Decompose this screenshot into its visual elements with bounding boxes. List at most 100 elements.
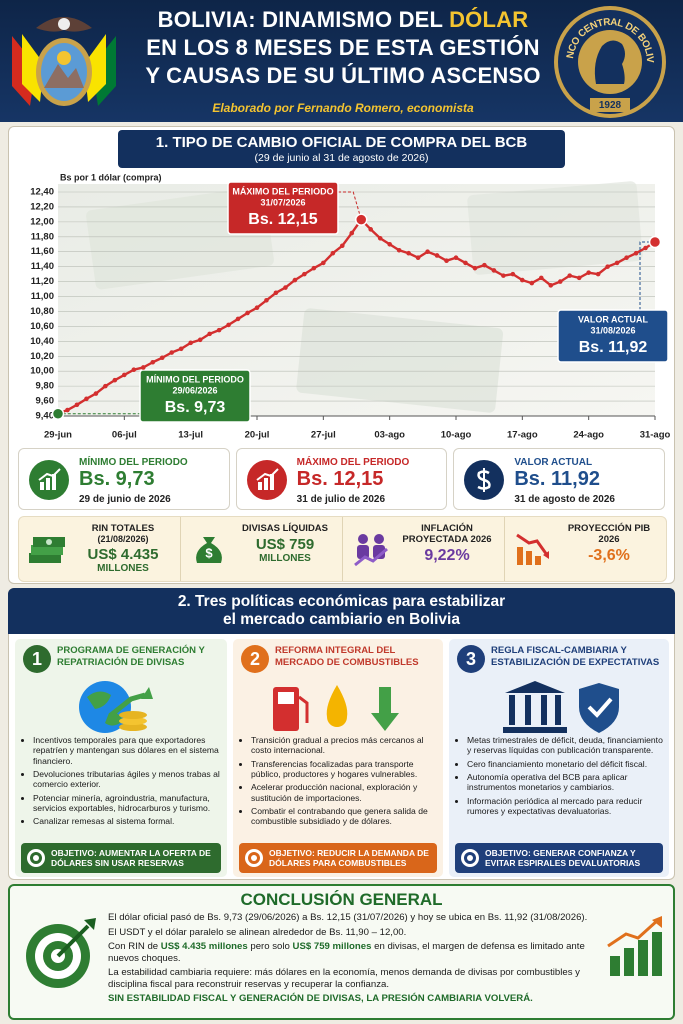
decoration [526,551,532,565]
text: en divisas, el margen de defensa es limi… [108,941,585,964]
y-tick-label: 11,80 [31,231,54,242]
y-tick-label: 10,00 [30,366,54,377]
policy: 3 REGLA FISCAL-CAMBIARIA Y ESTABILIZACIÓN… [449,639,669,877]
point [463,260,468,266]
point [482,262,487,268]
indicator-value: US$ 4.435 [87,546,159,563]
decoration [38,468,61,481]
seal-banner [590,98,630,112]
card-value: Bs. 9,73 [79,468,155,490]
decoration [509,695,515,725]
seal-profile [594,40,625,84]
decoration [354,547,388,567]
decoration [503,727,567,733]
seal-year: 1928 [599,100,622,111]
policy-bullet: Metas trimestrales de déficit, deuda, fi… [467,735,663,756]
decoration [541,695,547,725]
decoration [278,692,294,704]
policy-icon [79,681,153,733]
policy-objective: OBJETIVO: GENERAR CONFIANZA Y EVITAR ESP… [455,843,663,873]
point [605,264,610,269]
indicator-label: DIVISAS LÍQUIDAS [241,523,329,534]
summary-card: MÁXIMO DEL PERIODO Bs. 12,15 31 de julio… [235,448,448,510]
policy-bullets: Transición gradual a precios más cercano… [239,735,437,830]
indicator-text: PROYECCIÓN PIB 2026 -3,6% [557,523,661,565]
header: BOLIVIA: DINAMISMO DEL DÓLAR EN LOS 8 ME… [0,0,683,122]
annotation-value: Bs. 11,92 [579,339,648,356]
point [501,273,506,278]
point [264,297,269,303]
point [93,391,99,396]
policy-bullet: Incentivos temporales para que exportado… [33,735,221,766]
policy-number: 1 [23,645,51,673]
annotation-value: Bs. 12,15 [248,211,317,228]
decoration [555,695,561,725]
summary-card: VALOR ACTUAL Bs. 11,92 31 de agosto de 2… [453,448,666,510]
indicator-label: RIN TOTALES [91,523,155,534]
point [245,310,250,316]
indicator: INFLACIÓN PROYECTADA 2026 9,22% [343,517,505,581]
policy-bullets: Metas trimestrales de déficit, deuda, fi… [455,735,663,819]
policy-bullet: Canalizar remesas al sistema formal. [33,816,221,826]
point [283,285,288,290]
decoration [525,695,531,725]
annotation-box [557,309,669,363]
point [396,247,402,253]
decoration [119,711,147,719]
policy-bullet: Combatir el contrabando que genera salid… [251,806,437,827]
policy-title: REGLA FISCAL-CAMBIARIA Y ESTABILIZACIÓN … [491,645,660,669]
indicator-note: (21/08/2026) [97,534,149,544]
highlight: US$ 759 millones [292,941,372,952]
objective-icon [27,849,45,867]
point [557,279,563,284]
decoration [298,695,309,723]
card-icon [464,460,505,500]
y-tick-label: 10,80 [30,306,54,317]
x-tick-label: 06-jul [112,430,137,441]
point [273,290,279,296]
y-tick-label: 11,60 [31,246,54,257]
decoration [505,681,565,693]
y-tick-label: 11,20 [31,276,54,287]
banknote-deco [86,186,274,290]
card-date: 29 de junio de 2026 [79,494,171,505]
y-tick-label: 10,60 [30,321,54,332]
point [74,402,80,408]
condor-head [58,18,70,30]
point [415,255,421,261]
indicator-icon [516,533,549,565]
point [586,270,591,275]
summary-cards: MÍNIMO DEL PERIODO Bs. 9,73 29 de junio … [18,448,666,510]
point [84,396,89,402]
text: Con RIN de [108,941,161,952]
annotation-connector [338,191,362,220]
point [321,260,326,266]
decoration [251,855,257,861]
conclusion-final: SIN ESTABILIDAD FISCAL Y GENERACIÓN DE D… [108,993,533,1004]
decoration [269,474,274,490]
decoration [374,534,384,544]
decoration [587,697,613,718]
banknote-deco [296,308,504,413]
section-2-title: el mercado cambiario en Bolivia [223,611,460,628]
title: BOLIVIA: DINAMISMO DEL DÓLAR EN LOS 8 ME… [128,6,558,90]
point [311,265,317,271]
y-tick-label: 12,20 [30,201,54,212]
y-tick-label: 9,40 [36,411,55,422]
indicator: RIN TOTALES (21/08/2026) US$ 4.435 MILLO… [19,517,181,581]
decoration [29,553,61,563]
decoration [263,478,268,490]
text: pero solo [247,941,293,952]
point [302,271,307,277]
decoration [326,685,348,727]
card-label: MÁXIMO DEL PERIODO [296,457,410,468]
point [624,255,629,261]
decoration [535,556,541,565]
x-tick-label: 17-ago [507,430,538,441]
summary-card: MÍNIMO DEL PERIODO Bs. 9,73 29 de junio … [18,448,230,510]
conclusion-paragraph: Con RIN de US$ 4.435 millones pero solo … [108,941,608,964]
point [576,275,582,281]
point [197,337,203,343]
decoration [624,948,634,976]
point [354,213,368,226]
